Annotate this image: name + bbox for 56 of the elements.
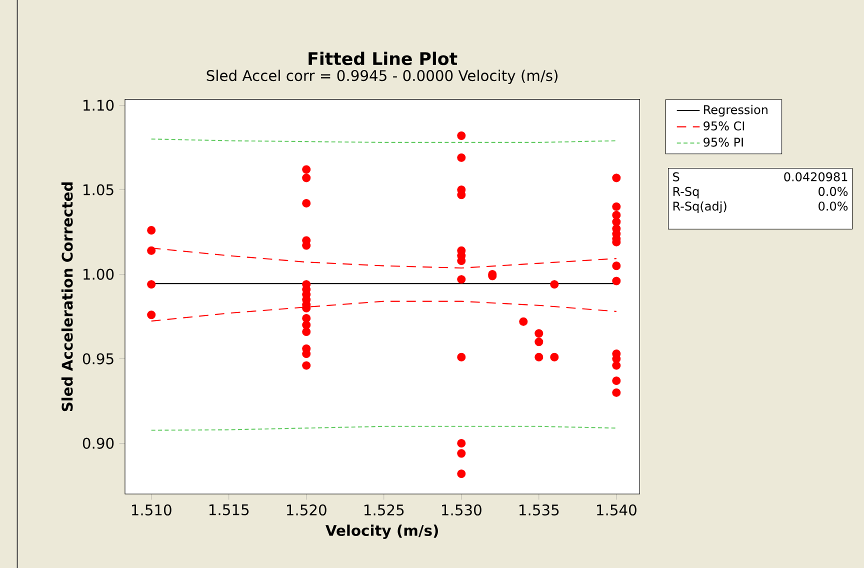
point [147, 280, 156, 289]
point [457, 275, 466, 284]
point [612, 276, 621, 286]
point [550, 352, 559, 362]
x-tick-label: 1.525 [364, 504, 404, 516]
text: 0.0% [818, 186, 848, 196]
point [519, 317, 528, 326]
x-tick-label: 1.540 [597, 504, 636, 516]
point [534, 338, 544, 346]
legend-label: Regression [704, 104, 768, 117]
point [612, 202, 621, 211]
x-tick-label: 1.510 [132, 504, 172, 516]
point [147, 246, 156, 255]
y-axis-title: Sled Acceleration Corrected [61, 182, 73, 412]
text: R-Sq(adj) [673, 201, 726, 213]
point [534, 352, 544, 362]
chart-subtitle: Sled Accel corr = 0.9945 - 0.0000 Velocity (m/s) [206, 70, 558, 84]
point [302, 327, 311, 336]
x-tick-label: 1.535 [520, 504, 559, 516]
point [534, 329, 544, 338]
y-tick-label: 0.90 [82, 438, 114, 449]
x-tick-label: 1.515 [209, 504, 249, 516]
chart-title: Fitted Line Plot [308, 52, 458, 66]
point [302, 199, 311, 208]
text: 0.0420981 [784, 172, 848, 182]
x-axis-title: Velocity (m/s) [326, 524, 438, 539]
point [302, 165, 311, 174]
x-tick-label: 1.530 [442, 504, 482, 516]
point [302, 174, 311, 182]
point [612, 388, 621, 397]
point [457, 449, 466, 458]
y-tick-label: 1.10 [84, 100, 114, 111]
line-series [150, 300, 617, 322]
text: R-Sq [673, 186, 699, 198]
x-tick-label: 1.520 [286, 504, 326, 516]
point [457, 131, 466, 140]
point [147, 310, 156, 320]
point [550, 280, 559, 289]
point [612, 262, 621, 270]
point [612, 210, 621, 220]
point [457, 439, 466, 448]
y-tick-label: 1.05 [84, 184, 114, 196]
legend-label: 95% PI [704, 138, 743, 147]
point [612, 361, 621, 370]
point [457, 352, 466, 362]
point [457, 469, 466, 478]
text: S [673, 172, 680, 182]
point [147, 226, 156, 235]
legend-label: 95% CI [704, 121, 744, 130]
point [302, 361, 311, 370]
text: 0.0% [818, 202, 848, 211]
point [457, 153, 466, 162]
y-tick-label: 0.95 [82, 353, 114, 364]
y-tick-label: 1.00 [84, 268, 114, 280]
point [612, 174, 621, 182]
point [612, 376, 621, 386]
